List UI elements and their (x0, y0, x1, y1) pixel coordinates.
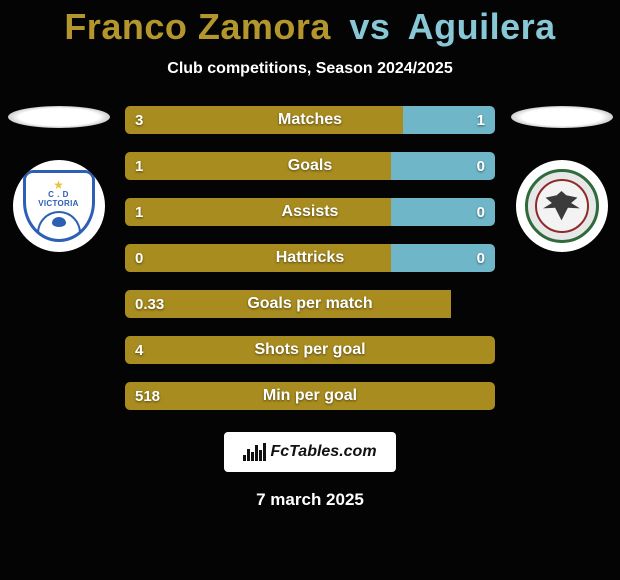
title-player2: Aguilera (408, 6, 556, 47)
right-player-ellipse (511, 106, 613, 128)
stat-bar: 4Shots per goal (125, 336, 495, 364)
stat-bar: 31Matches (125, 106, 495, 134)
fctables-text: FcTables.com (270, 443, 376, 461)
stat-bar: 0.33Goals per match (125, 290, 495, 318)
marathon-crest (516, 160, 608, 252)
stat-label: Matches (125, 106, 495, 134)
stat-bars: 31Matches 10Goals 10Assists 00Hattricks 0.33… (125, 106, 495, 410)
title-vs: vs (349, 6, 390, 47)
stat-bar: 10Goals (125, 152, 495, 180)
stat-label: Hattricks (125, 244, 495, 272)
stat-label: Assists (125, 198, 495, 226)
main-area: ★ C . D VICTORIA 31Matches 10Goals 10Assis… (0, 106, 620, 410)
fctables-logo: FcTables.com (224, 432, 396, 472)
stat-bar: 00Hattricks (125, 244, 495, 272)
left-crest-column: ★ C . D VICTORIA (6, 106, 111, 252)
left-player-ellipse (8, 106, 110, 128)
right-crest-column (509, 106, 614, 252)
title-player1: Franco Zamora (64, 6, 331, 47)
stat-label: Goals per match (125, 290, 495, 318)
date: 7 march 2025 (0, 490, 620, 510)
stat-label: Shots per goal (125, 336, 495, 364)
fctables-bars-icon (243, 443, 266, 461)
stat-bar: 518Min per goal (125, 382, 495, 410)
stat-bar: 10Assists (125, 198, 495, 226)
cd-victoria-crest: ★ C . D VICTORIA (13, 160, 105, 252)
subtitle: Club competitions, Season 2024/2025 (0, 60, 620, 78)
comparison-title: Franco Zamora vs Aguilera (0, 0, 620, 48)
stat-label: Min per goal (125, 382, 495, 410)
marathon-shield-icon (525, 169, 599, 243)
cd-victoria-shield-icon: ★ C . D VICTORIA (23, 170, 95, 242)
stat-label: Goals (125, 152, 495, 180)
